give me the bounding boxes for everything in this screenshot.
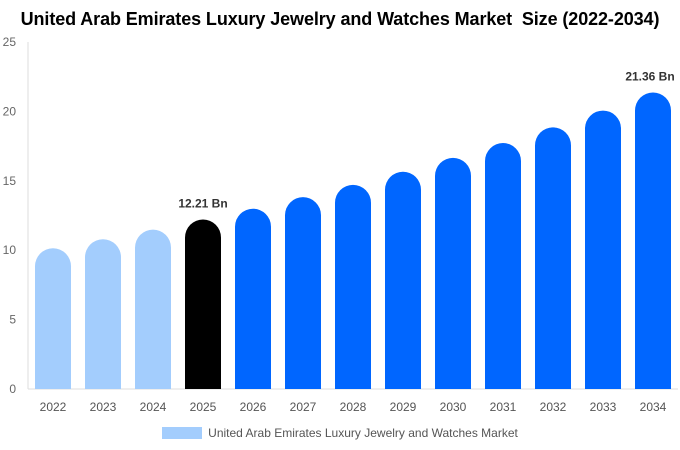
bar-2024 (135, 229, 171, 389)
x-tick-label: 2033 (590, 400, 617, 414)
x-tick-label: 2028 (340, 400, 367, 414)
bar-2034 (635, 92, 671, 390)
x-tick-label: 2034 (640, 400, 667, 414)
y-tick-label: 0 (9, 382, 16, 396)
bar-2025 (185, 219, 221, 389)
x-tick-label: 2025 (190, 400, 217, 414)
bar-2033 (585, 110, 621, 390)
bar-2022 (35, 248, 71, 389)
y-tick-label: 20 (3, 104, 17, 118)
y-tick-label: 5 (9, 313, 16, 327)
legend: United Arab Emirates Luxury Jewelry and … (0, 426, 680, 440)
y-tick-label: 15 (3, 174, 17, 188)
x-tick-label: 2032 (540, 400, 567, 414)
y-tick-label: 10 (3, 243, 17, 257)
bar-2029 (385, 171, 421, 389)
x-tick-label: 2022 (40, 400, 67, 414)
data-label: 12.21 Bn (178, 197, 227, 211)
bar-2023 (85, 239, 121, 389)
chart-title: United Arab Emirates Luxury Jewelry and … (20, 9, 660, 29)
x-tick-label: 2031 (490, 400, 517, 414)
bar-2028 (335, 184, 371, 389)
x-tick-label: 2026 (240, 400, 267, 414)
bar-2026 (235, 208, 271, 389)
legend-swatch (162, 427, 203, 439)
legend-label: United Arab Emirates Luxury Jewelry and … (208, 426, 518, 440)
x-tick-label: 2027 (290, 400, 317, 414)
x-tick-label: 2023 (90, 400, 117, 414)
x-tick-label: 2024 (140, 400, 167, 414)
bar-2030 (435, 157, 471, 389)
y-tick-label: 25 (3, 35, 17, 49)
data-label: 21.36 Bn (625, 70, 674, 84)
bar-2032 (535, 127, 571, 389)
x-tick-label: 2029 (390, 400, 417, 414)
x-tick-label: 2030 (440, 400, 467, 414)
bar-2031 (485, 143, 521, 389)
bar-2027 (285, 197, 321, 389)
